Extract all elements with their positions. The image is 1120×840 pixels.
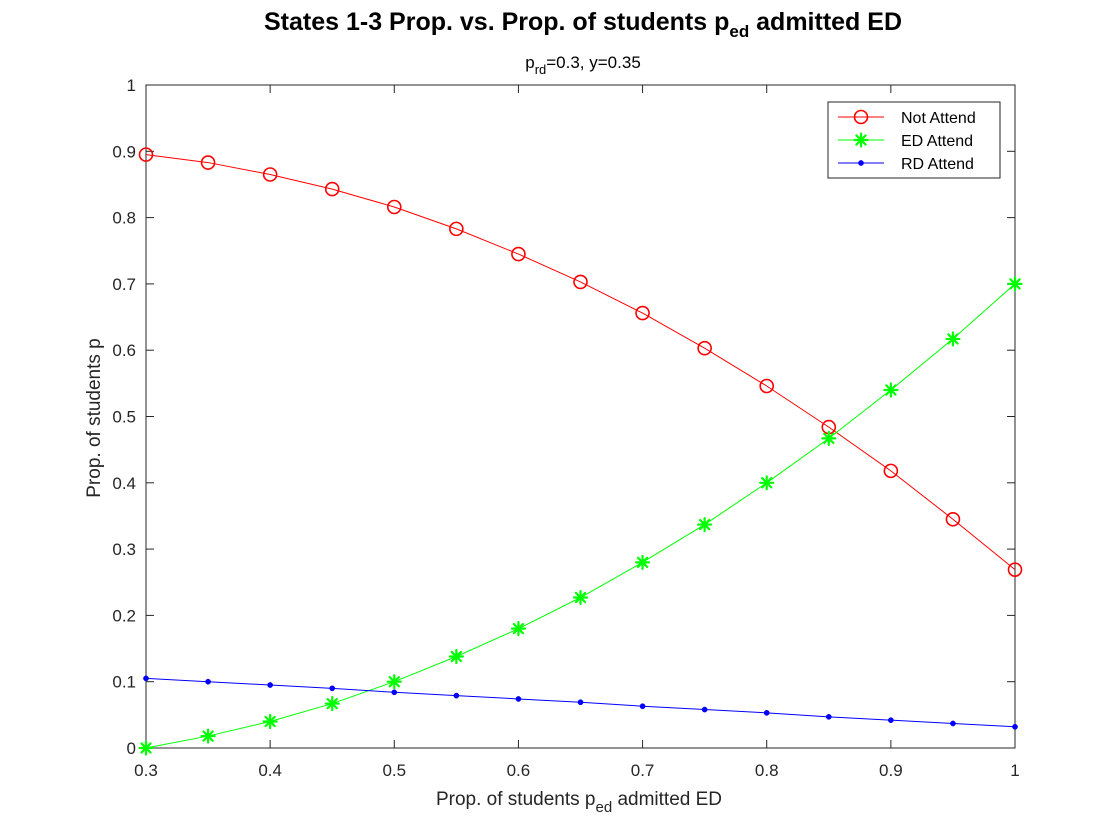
y-axis-label: Prop. of students p: [84, 338, 105, 498]
data-point-rd-attend: [329, 685, 336, 692]
x-tick-label: 0.5: [382, 761, 406, 780]
series-not-attend: [138, 147, 1023, 577]
data-point-not-attend: [449, 221, 464, 237]
svg-text:Prop. of students ped admitted: Prop. of students ped admitted ED: [436, 789, 722, 816]
series-ed-attend: [138, 276, 1023, 756]
data-point-not-attend: [138, 147, 154, 162]
x-axis-label: Prop. of students ped admitted ED: [436, 789, 722, 816]
y-tick-label: 0.2: [112, 606, 136, 625]
data-point-not-attend: [511, 246, 526, 262]
y-tick-label: 0.6: [112, 341, 136, 360]
data-point-rd-attend: [763, 710, 770, 716]
x-tick-label: 0.8: [755, 761, 779, 780]
data-point-ed-attend: [1007, 276, 1023, 292]
data-point-not-attend: [262, 167, 278, 182]
series-line-not-attend: [145, 154, 1016, 571]
data-point-not-attend: [759, 378, 775, 394]
svg-text:prd=0.3, y=0.35: prd=0.3, y=0.35: [525, 53, 641, 77]
data-point-rd-attend: [515, 696, 522, 702]
x-tick-label: 0.6: [507, 761, 531, 780]
svg-text:States 1-3 Prop. vs. Prop. of: States 1-3 Prop. vs. Prop. of students p…: [264, 8, 902, 41]
data-point-ed-attend: [200, 728, 216, 744]
y-tick-label: 0.5: [112, 408, 136, 427]
data-point-ed-attend: [634, 554, 651, 570]
data-point-rd-attend: [825, 713, 832, 720]
data-point-ed-attend: [386, 674, 402, 690]
data-point-rd-attend: [888, 717, 894, 724]
y-tick-label: 0.9: [112, 142, 136, 161]
y-tick-label: 0.7: [112, 275, 136, 294]
x-tick-label: 0.7: [631, 761, 655, 780]
data-point-not-attend: [200, 155, 216, 170]
data-point-rd-attend: [639, 703, 646, 710]
data-point-ed-attend: [572, 589, 589, 606]
data-point-ed-attend: [138, 740, 154, 756]
data-point-rd-attend: [1012, 723, 1018, 730]
data-point-not-attend: [945, 511, 961, 527]
y-tick-label: 0: [127, 739, 136, 758]
data-point-rd-attend: [701, 706, 708, 713]
data-point-not-attend: [573, 274, 588, 290]
legend: Not Attend ED Attend RD Attend: [827, 101, 1001, 179]
legend-marker-ed-attend: [853, 132, 869, 148]
data-point-not-attend: [386, 199, 402, 215]
plot-area: [145, 84, 1016, 749]
data-point-not-attend: [697, 340, 712, 356]
data-point-rd-attend: [391, 689, 398, 696]
legend-label-not-attend: Not Attend: [901, 110, 976, 127]
x-tick-label: 1: [1010, 761, 1019, 780]
data-point-rd-attend: [577, 699, 584, 706]
data-point-rd-attend: [267, 682, 273, 688]
x-tick-label: 0.3: [134, 761, 158, 780]
y-tick-label: 0.1: [112, 673, 136, 692]
y-tick-label: 0.4: [112, 474, 136, 493]
data-point-not-attend: [1007, 562, 1023, 577]
series-rd-attend: [143, 675, 1018, 730]
data-point-rd-attend: [205, 678, 211, 685]
data-point-ed-attend: [821, 430, 837, 446]
y-tick-label: 1: [127, 76, 136, 95]
legend-marker-rd-attend: [858, 160, 864, 166]
y-tick-label: 0.3: [112, 540, 136, 559]
y-tick-label: 0.8: [112, 209, 136, 228]
svg-text:Prop. of students p: Prop. of students p: [84, 338, 105, 498]
data-point-ed-attend: [945, 331, 961, 347]
data-point-not-attend: [883, 463, 899, 479]
data-point-rd-attend: [453, 692, 460, 699]
legend-marker-not-attend: [853, 109, 869, 125]
legend-label-rd-attend: RD Attend: [901, 156, 974, 173]
data-point-rd-attend: [950, 720, 956, 727]
data-point-rd-attend: [143, 675, 149, 682]
data-point-ed-attend: [262, 713, 278, 730]
data-point-ed-attend: [883, 382, 899, 398]
x-tick-label: 0.9: [879, 761, 903, 780]
data-point-ed-attend: [759, 475, 775, 491]
data-point-ed-attend: [324, 695, 340, 712]
data-point-ed-attend: [697, 516, 713, 533]
chart-subtitle: prd=0.3, y=0.35: [525, 53, 641, 77]
data-point-not-attend: [635, 305, 650, 321]
x-tick-label: 0.4: [258, 761, 282, 780]
legend-label-ed-attend: ED Attend: [901, 133, 973, 150]
data-point-ed-attend: [510, 621, 527, 637]
data-point-ed-attend: [448, 648, 464, 665]
data-point-not-attend: [324, 181, 340, 197]
chart-title: States 1-3 Prop. vs. Prop. of students p…: [264, 8, 902, 41]
